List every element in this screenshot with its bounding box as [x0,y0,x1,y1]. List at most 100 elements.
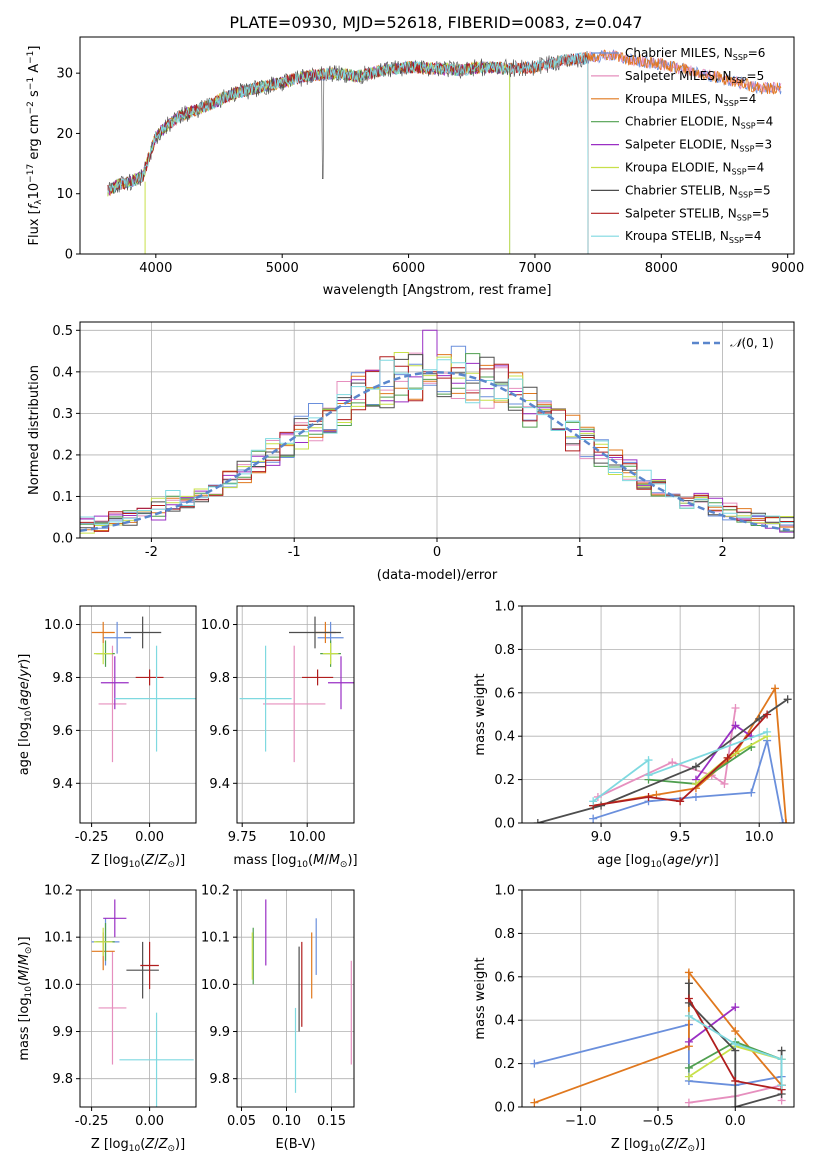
weight-series [688,1015,783,1086]
x-tick-label: 0.00 [135,830,164,845]
mass-vs-EBV-axes: 0.05 0.10 0.15 9.8 9.9 10.0 10.1 10.2 [201,884,354,1129]
y-tick-label: 9.4 [52,777,73,792]
y-tick-label: 0 [65,248,73,263]
y-tick-label: 1.0 [494,884,515,899]
weight-marker [644,756,653,765]
mass-weight-vs-Z-lines [530,968,786,1107]
x-tick-label: 9.0 [591,830,612,845]
spectrum-frame [79,36,795,255]
mass-weight-vs-age-axes: 9.0 9.5 10.0 0.0 0.2 0.4 0.6 0.8 1.0 [494,600,794,845]
x-tick-label: -0.25 [75,830,109,845]
spectrum-xlabel: wavelength [Angstrom, rest frame] [323,283,552,298]
legend-label: Salpeter STELIB, NSSP=5 [625,206,769,222]
y-tick-label: 0.2 [494,773,515,788]
x-tick-label: -0.25 [75,1114,109,1129]
x-tick-label: 0.10 [272,1114,301,1129]
y-tick-label: 9.8 [209,1072,230,1087]
y-tick-label: 0.0 [494,1101,515,1116]
weight-marker [777,1046,786,1055]
y-tick-label: 10.0 [201,618,230,633]
x-tick-label: 0.15 [317,1114,346,1129]
weight-marker [763,710,772,719]
weight-marker [783,695,792,704]
weight-marker [530,1098,539,1107]
mass-weight-vs-age-xlabel: age [log10(age/yr)] [597,853,719,870]
y-tick-label: 0.4 [494,730,515,745]
age-vs-Z-bars [91,616,196,763]
age-vs-mass-axes: 9.75 10.00 9.4 9.6 9.8 10.0 [201,606,354,845]
x-tick-label: −1.0 [565,1114,597,1129]
weight-marker [684,1037,693,1046]
y-tick-label: 0.0 [494,817,515,832]
mass-weight-vs-age-lines [533,684,792,823]
legend-label: Chabrier STELIB, NSSP=5 [625,183,771,199]
age-vs-Z-xlabel: Z [log10(Z/Z⊙)] [91,853,185,870]
y-tick-label: 0.4 [52,365,73,380]
x-tick-label: 6000 [392,261,425,276]
y-tick-label: 9.9 [52,1025,73,1040]
weight-marker [676,797,685,806]
mass-vs-EBV-frame [236,889,355,1108]
y-tick-label: 10.2 [44,884,73,899]
histogram-legend: 𝒩(0, 1) [692,336,774,350]
legend-label: 𝒩(0, 1) [730,336,774,350]
y-tick-label: 0.8 [494,643,515,658]
age-vs-mass-bars [239,616,354,763]
x-tick-label: 7000 [518,261,551,276]
weight-series [688,1006,736,1043]
weight-marker [723,753,732,762]
weight-marker [731,1040,740,1049]
x-tick-label: 0.0 [725,1114,746,1129]
x-tick-label: 1 [576,545,584,560]
weight-marker [731,721,740,730]
weight-marker [644,771,653,780]
y-tick-label: 10.1 [44,931,73,946]
legend-label: Chabrier ELODIE, NSSP=4 [625,115,773,131]
age-vs-mass-frame [236,605,355,824]
weight-marker [747,788,756,797]
x-tick-label: -2 [145,545,158,560]
mass-weight-vs-age-frame [521,605,795,824]
x-tick-label: 5000 [266,261,299,276]
y-tick-label: 10.0 [201,978,230,993]
legend-label: Kroupa MILES, NSSP=4 [625,92,756,108]
mass-vs-EBV-xlabel: E(B-V) [275,1137,315,1152]
legend-label: Chabrier MILES, NSSP=6 [625,46,765,62]
weight-marker [684,1011,693,1020]
weight-marker [731,1103,740,1107]
weight-series [537,698,789,823]
spectrum-series [107,51,589,254]
x-tick-label: 0.05 [227,1114,256,1129]
mass-weight-vs-Z-ylabel: mass weight [473,957,488,1039]
mass-vs-EBV-bars [251,899,352,1093]
x-tick-label: 9000 [771,261,804,276]
y-tick-label: 0.5 [52,324,73,339]
y-tick-label: 1.0 [494,600,515,615]
weight-marker [731,1076,740,1085]
spectrum-axes: 4000 5000 6000 7000 8000 9000 0 10 20 30 [56,67,804,276]
weight-marker [777,1055,786,1064]
weight-marker [530,1059,539,1068]
weight-marker [763,727,772,736]
weight-marker [691,762,700,771]
x-tick-label: −0.5 [642,1114,674,1129]
weight-marker [668,758,677,767]
y-tick-label: 9.8 [52,1072,73,1087]
y-tick-label: 10.0 [44,618,73,633]
weight-series [593,685,787,823]
weight-marker [589,797,598,806]
y-tick-label: 0.6 [494,686,515,701]
age-vs-Z-ylabel: age [log10(age/yr)] [17,654,34,776]
y-tick-label: 9.4 [209,777,230,792]
x-tick-label: 8000 [645,261,678,276]
weight-marker [777,1081,786,1090]
y-tick-label: 0.8 [494,927,515,942]
x-tick-label: 2 [718,545,726,560]
spectrum-series [107,60,511,254]
y-tick-label: 0.1 [52,490,73,505]
weight-marker [691,792,700,801]
mass-weight-vs-age-ylabel: mass weight [473,673,488,755]
weight-marker [731,1003,740,1012]
x-tick-label: 0 [433,545,441,560]
